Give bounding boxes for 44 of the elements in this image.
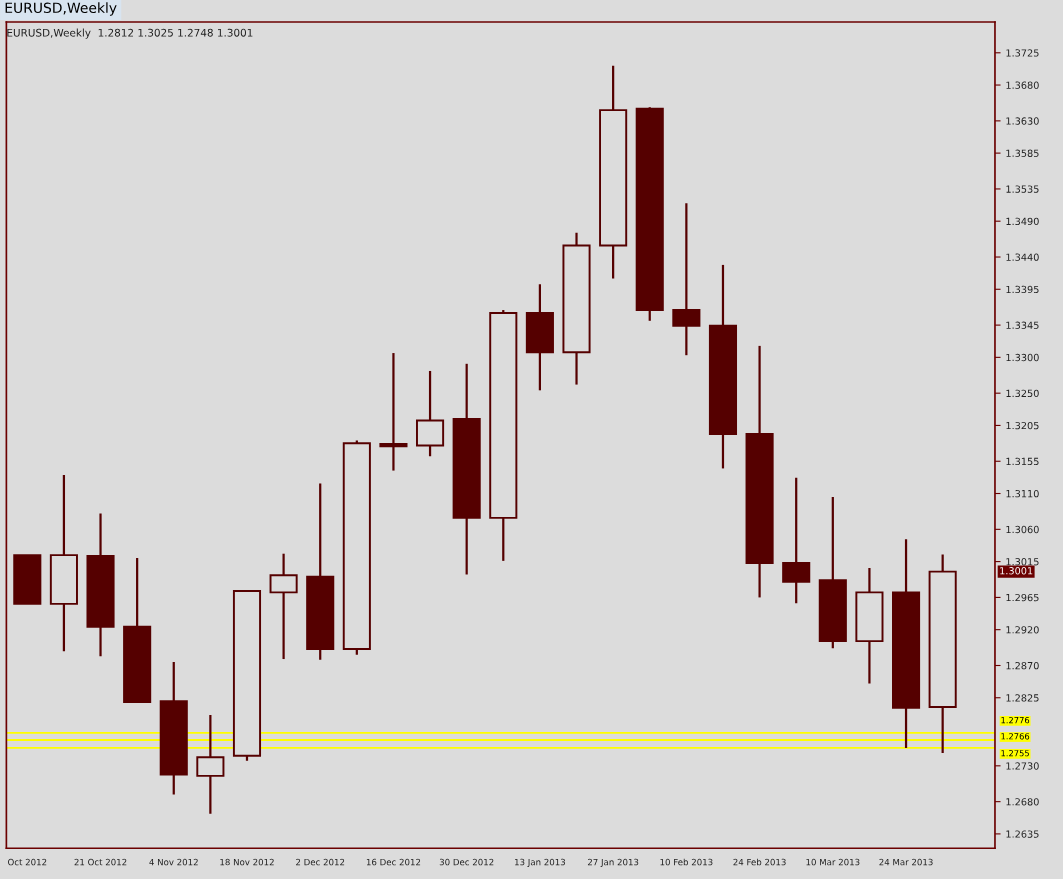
y-tick-label: 1.2635 xyxy=(1006,830,1039,838)
x-tick-label: 2 Dec 2012 xyxy=(296,858,345,866)
x-tick-label: 21 Oct 2012 xyxy=(74,858,127,866)
x-tick-label: 4 Nov 2012 xyxy=(149,858,198,866)
text: 1.3001 xyxy=(1000,567,1033,575)
y-tick-label: 1.3015 xyxy=(1006,558,1039,566)
x-tick-label: 16 Dec 2012 xyxy=(366,858,421,866)
y-tick-label: 1.3250 xyxy=(1006,389,1039,398)
ref-line-label: 1.2755 xyxy=(1001,750,1029,757)
y-tick-label: 1.3205 xyxy=(1006,421,1039,430)
y-tick-label: 1.3680 xyxy=(1006,81,1039,89)
y-tick-label: 1.3585 xyxy=(1006,149,1039,157)
x-tick-label: 13 Jan 2013 xyxy=(515,858,566,867)
y-tick-label: 1.3725 xyxy=(1006,49,1039,57)
y-tick-label: 1.3345 xyxy=(1006,321,1039,329)
y-tick-label: 1.2680 xyxy=(1006,798,1039,806)
x-tick-label: 24 Mar 2013 xyxy=(879,858,933,866)
y-tick-label: 1.3535 xyxy=(1006,185,1039,193)
y-tick-label: 1.3300 xyxy=(1006,353,1039,362)
x-tick-label: 27 Jan 2013 xyxy=(587,858,639,867)
y-tick-label: 1.3060 xyxy=(1006,525,1039,534)
y-tick-label: 1.2825 xyxy=(1006,694,1039,702)
y-tick-label: 1.2730 xyxy=(1006,762,1039,770)
ref-line-label: 1.2776 xyxy=(1001,716,1030,724)
y-tick-label: 1.3440 xyxy=(1006,253,1039,261)
y-tick-label: 1.2920 xyxy=(1006,626,1039,634)
y-tick-label: 1.3395 xyxy=(1006,285,1039,294)
y-tick-label: 1.3630 xyxy=(1006,117,1039,125)
chart-title: EURUSD,Weekly xyxy=(5,2,117,16)
y-tick-label: 1.2870 xyxy=(1006,661,1039,670)
candlestick xyxy=(672,202,701,357)
text: EURUSD,Weekly 1.2812 1.3025 1.2748 1.3001 xyxy=(7,28,253,39)
x-tick-label: Oct 2012 xyxy=(8,858,47,866)
candlestick xyxy=(379,351,408,472)
x-tick-label: 18 Nov 2012 xyxy=(220,858,274,866)
x-tick-label: 24 Feb 2013 xyxy=(733,858,786,866)
y-tick-label: 1.3155 xyxy=(1006,457,1039,466)
x-tick-label: 10 Feb 2013 xyxy=(660,858,713,866)
y-tick-label: 1.3110 xyxy=(1006,489,1039,498)
ref-line-label: 1.2766 xyxy=(1001,733,1030,740)
x-tick-label: 30 Dec 2012 xyxy=(439,858,494,866)
y-tick-label: 1.2965 xyxy=(1006,593,1039,602)
x-tick-label: 10 Mar 2013 xyxy=(806,858,860,866)
y-tick-label: 1.3490 xyxy=(1006,217,1039,226)
